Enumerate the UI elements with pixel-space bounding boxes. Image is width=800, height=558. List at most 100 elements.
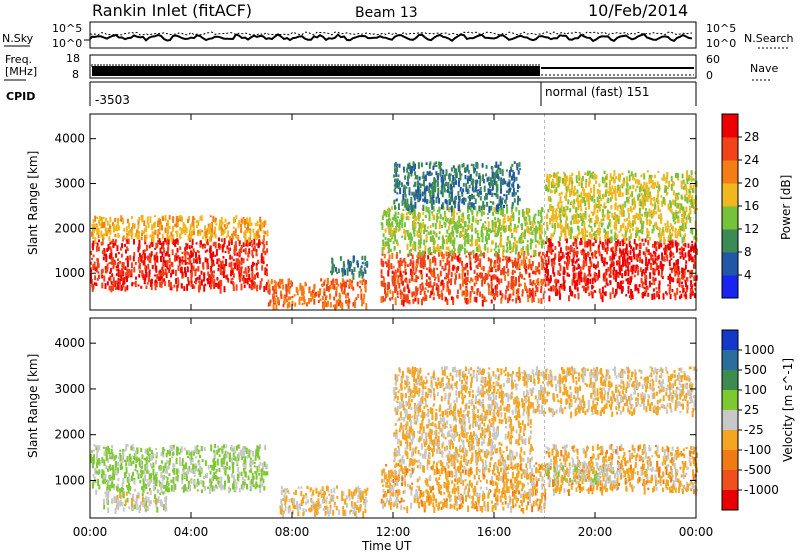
- echo-cell-1-0: [247, 455, 249, 459]
- echo-cell-0-7: [585, 260, 587, 266]
- echo-cell-0-0: [222, 261, 224, 267]
- echo-cell-0-7: [644, 293, 646, 296]
- echo-cell-0-8: [671, 233, 673, 237]
- echo-cell-0-1: [180, 219, 182, 222]
- echo-cell-0-8: [571, 201, 573, 205]
- echo-cell-0-8: [575, 207, 577, 212]
- echo-cell-0-5: [477, 230, 479, 232]
- echo-cell-0-7: [622, 280, 624, 284]
- echo-cell-0-4: [490, 268, 492, 272]
- echo-cell-0-6: [432, 182, 434, 188]
- echo-cell-0-0: [245, 278, 247, 283]
- echo-cell-0-2: [363, 298, 365, 304]
- echo-cell-0-7: [682, 277, 684, 280]
- echo-cell-0-1: [131, 216, 133, 219]
- echo-cell-0-8: [625, 226, 627, 232]
- echo-cell-0-6: [496, 181, 498, 186]
- echo-cell-0-8: [592, 172, 594, 174]
- station-title: Rankin Inlet (fitACF): [92, 1, 252, 20]
- echo-cell-0-7: [560, 267, 562, 271]
- echo-cell-1-0: [103, 447, 105, 449]
- echo-cell-0-5: [533, 228, 535, 231]
- echo-cell-0-1: [113, 226, 115, 232]
- echo-cell-0-0: [220, 261, 222, 263]
- echo-cell-0-1: [208, 227, 210, 234]
- echo-cell-0-8: [566, 186, 568, 191]
- echo-cell-0-1: [126, 236, 128, 239]
- echo-cell-0-4: [494, 297, 496, 301]
- echo-cell-0-1: [99, 216, 101, 219]
- echo-cell-0-0: [166, 251, 168, 255]
- echo-cell-0-0: [254, 282, 256, 289]
- echo-cell-0-8: [653, 197, 655, 201]
- echo-cell-0-4: [436, 268, 438, 270]
- echo-cell-0-1: [157, 221, 159, 228]
- echo-cell-0-2: [333, 305, 335, 308]
- echo-cell-0-5: [503, 247, 505, 250]
- echo-cell-0-1: [257, 221, 259, 227]
- echo-cell-0-0: [205, 257, 207, 262]
- echo-cell-0-2: [341, 284, 343, 288]
- echo-cell-0-8: [683, 218, 685, 225]
- echo-cell-0-8: [548, 182, 550, 189]
- echo-cell-0-0: [133, 239, 135, 245]
- echo-cell-0-0: [163, 257, 165, 263]
- echo-cell-0-4: [415, 277, 417, 283]
- echo-cell-0-3: [356, 260, 358, 265]
- echo-cell-0-0: [249, 284, 251, 288]
- echo-cell-0-1: [255, 223, 257, 226]
- echo-cell-0-8: [645, 184, 647, 189]
- echo-cell-0-4: [479, 258, 481, 264]
- echo-cell-0-7: [573, 253, 575, 255]
- echo-cell-0-8: [552, 234, 554, 237]
- echo-cell-0-8: [639, 208, 641, 214]
- echo-cell-0-5: [509, 245, 511, 250]
- echo-cell-0-4: [384, 254, 386, 259]
- nave-tick-top: 60: [706, 53, 720, 66]
- echo-cell-0-0: [177, 250, 179, 253]
- echo-cell-0-0: [126, 268, 128, 273]
- echo-cell-0-5: [479, 245, 481, 248]
- echo-cell-0-5: [476, 214, 478, 216]
- echo-cell-1-0: [194, 475, 196, 477]
- echo-cell-0-2: [279, 279, 281, 286]
- echo-cell-0-6: [431, 200, 433, 204]
- echo-cell-1-0: [135, 464, 137, 469]
- echo-cell-0-0: [191, 245, 193, 248]
- echo-cell-0-4: [467, 298, 469, 304]
- echo-cell-0-0: [188, 258, 190, 260]
- echo-cell-0-5: [394, 231, 396, 237]
- echo-cell-0-7: [627, 282, 629, 285]
- echo-cell-0-6: [510, 167, 512, 169]
- echo-cell-0-7: [621, 287, 623, 293]
- echo-cell-0-2: [302, 303, 304, 305]
- echo-cell-0-8: [663, 237, 665, 244]
- echo-cell-0-8: [650, 221, 652, 224]
- echo-cell-0-2: [326, 284, 328, 291]
- echo-cell-0-1: [241, 219, 243, 224]
- echo-cell-0-1: [167, 223, 169, 228]
- echo-cell-0-8: [640, 175, 642, 177]
- echo-cell-0-7: [671, 268, 673, 271]
- echo-cell-1-0: [172, 477, 174, 484]
- echo-cell-0-8: [614, 224, 616, 229]
- echo-cell-0-4: [453, 251, 455, 258]
- echo-cell-0-4: [414, 279, 416, 282]
- echo-cell-0-6: [416, 175, 418, 180]
- freq-tick-bottom: 8: [72, 68, 79, 81]
- echo-cell-0-2: [365, 280, 367, 284]
- echo-cell-0-8: [604, 171, 606, 175]
- echo-cell-0-8: [654, 175, 656, 179]
- echo-cell-0-8: [667, 187, 669, 189]
- echo-cell-0-1: [99, 222, 101, 226]
- echo-cell-0-0: [97, 278, 99, 281]
- echo-cell-0-1: [96, 224, 98, 226]
- echo-cell-0-6: [487, 177, 489, 181]
- echo-cell-0-4: [467, 270, 469, 276]
- echo-cell-0-7: [552, 285, 554, 292]
- echo-cell-0-5: [541, 231, 543, 234]
- echo-cell-0-4: [407, 285, 409, 289]
- echo-cell-0-8: [581, 183, 583, 189]
- echo-cell-0-0: [116, 268, 118, 271]
- echo-cell-0-7: [607, 283, 609, 286]
